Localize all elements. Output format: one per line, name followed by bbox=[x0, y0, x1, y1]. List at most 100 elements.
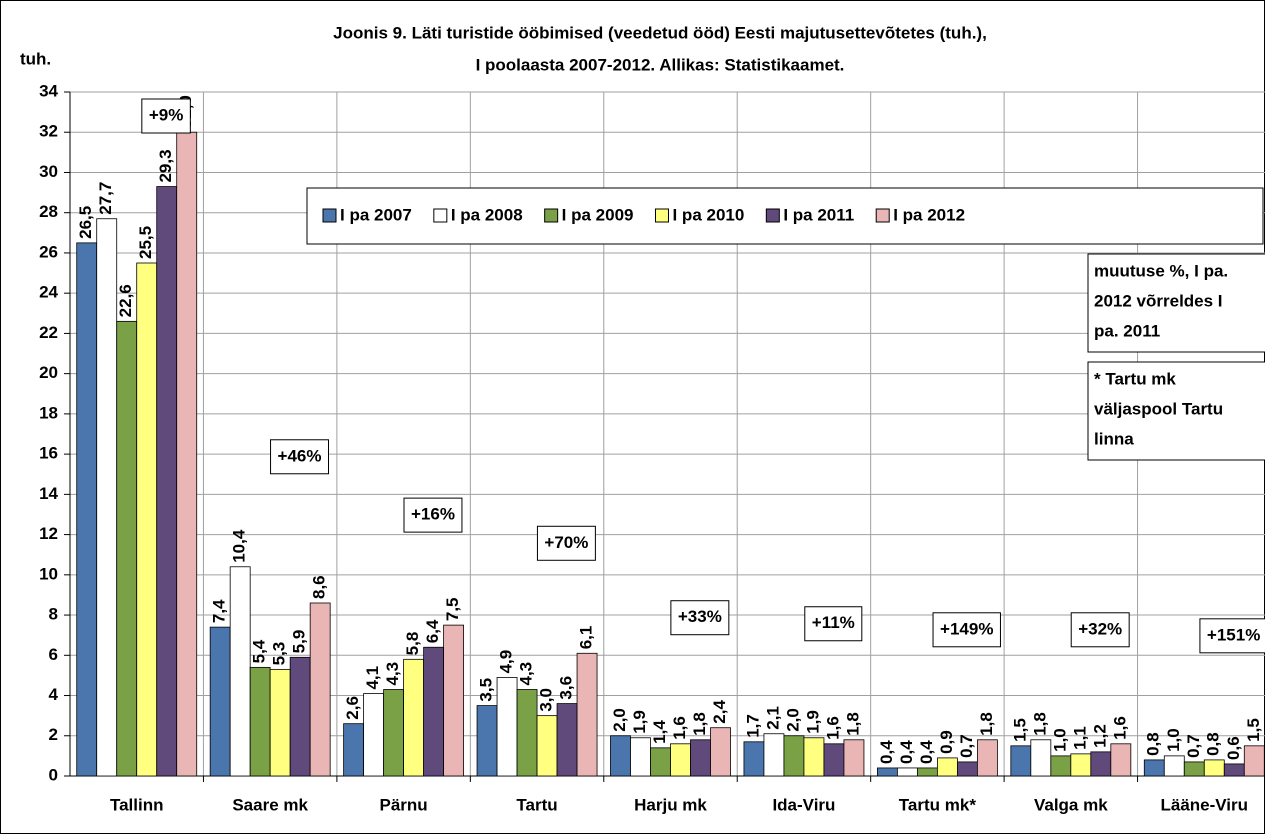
change-box bbox=[804, 606, 863, 642]
y-tick-label: 28 bbox=[39, 202, 58, 221]
bar bbox=[289, 656, 311, 777]
bar bbox=[1183, 761, 1205, 777]
bar bbox=[136, 262, 158, 777]
bar bbox=[176, 131, 198, 777]
bar bbox=[956, 761, 978, 777]
data-label: 1,8 bbox=[1030, 712, 1049, 736]
y-tick-label: 22 bbox=[39, 323, 58, 342]
x-tick-label: Harju mk bbox=[634, 795, 707, 814]
bar bbox=[1030, 739, 1052, 777]
data-label: 5,3 bbox=[270, 642, 289, 666]
x-tick-label: Lääne-Viru bbox=[1160, 795, 1248, 814]
note-text: väljaspool Tartu bbox=[1094, 399, 1223, 418]
bar bbox=[269, 668, 291, 777]
data-label: 0,7 bbox=[957, 734, 976, 758]
legend-label: I pa 2009 bbox=[562, 205, 634, 224]
bar bbox=[556, 703, 578, 777]
bar bbox=[743, 741, 765, 777]
data-label: 3,6 bbox=[557, 676, 576, 700]
legend-swatch bbox=[654, 208, 669, 223]
bar bbox=[1090, 751, 1112, 777]
change-label: +11% bbox=[812, 613, 855, 632]
data-label: 10,4 bbox=[230, 529, 249, 563]
data-label: 1,0 bbox=[1164, 728, 1183, 752]
y-tick-label: 10 bbox=[39, 564, 58, 583]
data-label: 25,5 bbox=[136, 226, 155, 259]
data-label: 3,5 bbox=[477, 678, 496, 702]
data-label: 22,6 bbox=[116, 284, 135, 317]
legend-swatch bbox=[544, 208, 559, 223]
data-label: 1,2 bbox=[1090, 724, 1109, 748]
bar bbox=[783, 735, 805, 777]
bar bbox=[690, 739, 711, 777]
bar bbox=[229, 566, 251, 777]
legend-swatch bbox=[765, 208, 780, 223]
data-label: 2,4 bbox=[710, 700, 729, 724]
note-box bbox=[1087, 361, 1265, 461]
legend-label: I pa 2010 bbox=[672, 205, 744, 224]
note-text: linna bbox=[1094, 429, 1134, 448]
y-axis-label: tuh. bbox=[20, 49, 51, 68]
bar bbox=[1010, 745, 1032, 777]
bar bbox=[76, 242, 98, 777]
x-tick-label: Tartu mk* bbox=[899, 795, 977, 814]
y-tick-label: 26 bbox=[39, 242, 58, 261]
change-label: +151% bbox=[1207, 625, 1260, 644]
x-tick-label: Tartu bbox=[516, 795, 557, 814]
bar bbox=[936, 757, 958, 777]
data-label: 6,4 bbox=[423, 619, 442, 643]
data-label: 1,6 bbox=[1110, 716, 1129, 740]
data-label: 4,3 bbox=[517, 662, 536, 686]
bar bbox=[1050, 755, 1072, 777]
change-label: +33% bbox=[678, 607, 722, 626]
x-tick-label: Pärnu bbox=[380, 795, 428, 814]
change-box bbox=[670, 600, 730, 636]
legend-label: I pa 2012 bbox=[893, 205, 965, 224]
bar bbox=[403, 658, 425, 777]
data-label: 1,8 bbox=[977, 712, 996, 736]
bar bbox=[116, 320, 138, 777]
y-tick-label: 34 bbox=[39, 81, 58, 100]
note-text: pa. 2011 bbox=[1094, 321, 1160, 340]
bar bbox=[843, 739, 865, 777]
data-label: 8,6 bbox=[310, 575, 329, 599]
data-label: 1,8 bbox=[843, 712, 862, 736]
data-label: 29,3 bbox=[156, 149, 175, 182]
change-box bbox=[403, 497, 463, 533]
x-tick-label: Valga mk bbox=[1034, 795, 1108, 814]
change-label: +149% bbox=[940, 619, 993, 638]
data-label: 2,0 bbox=[783, 708, 802, 732]
bar bbox=[710, 727, 731, 777]
bar bbox=[476, 705, 498, 777]
bar bbox=[343, 723, 365, 777]
data-label: 1,6 bbox=[823, 716, 842, 740]
bar bbox=[610, 735, 631, 777]
bar bbox=[496, 677, 518, 777]
bar bbox=[1223, 763, 1245, 777]
bar bbox=[1110, 743, 1132, 777]
data-label: 1,1 bbox=[1070, 726, 1089, 750]
data-label: 1,9 bbox=[803, 710, 822, 734]
data-label: 0,8 bbox=[1144, 732, 1163, 756]
data-label: 7,4 bbox=[210, 599, 229, 623]
data-label: 7,5 bbox=[443, 597, 462, 621]
data-label: 5,9 bbox=[290, 630, 309, 654]
data-label: 4,1 bbox=[363, 666, 382, 690]
data-label: 26,5 bbox=[76, 206, 95, 239]
change-box bbox=[1199, 618, 1265, 654]
bar bbox=[670, 743, 691, 777]
legend-label: I pa 2008 bbox=[451, 205, 523, 224]
legend-box bbox=[306, 187, 1264, 245]
data-label: 1,5 bbox=[1010, 718, 1029, 742]
bar bbox=[650, 747, 671, 777]
legend-swatch bbox=[875, 208, 890, 223]
bar bbox=[96, 218, 118, 777]
bar bbox=[1243, 745, 1265, 777]
bar bbox=[823, 743, 845, 777]
y-tick-label: 18 bbox=[39, 403, 58, 422]
data-label: 2,0 bbox=[610, 708, 629, 732]
y-tick-label: 2 bbox=[49, 725, 58, 744]
data-label: 0,4 bbox=[917, 740, 936, 764]
y-tick-label: 6 bbox=[49, 645, 58, 664]
y-tick-label: 0 bbox=[49, 765, 58, 784]
